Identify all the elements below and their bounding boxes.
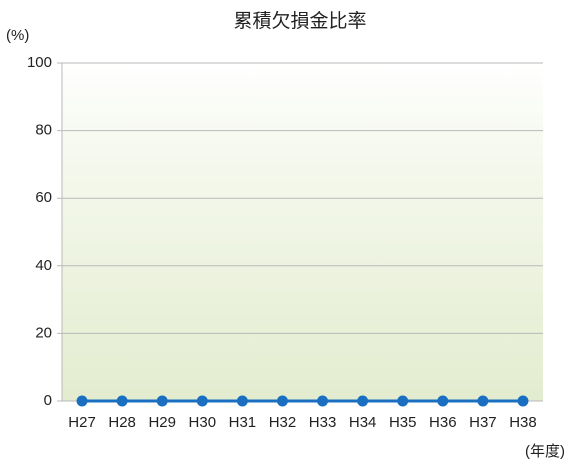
x-tick-label: H36 — [429, 414, 457, 431]
y-tick-label: 60 — [35, 189, 52, 206]
x-tick-label: H34 — [349, 414, 377, 431]
y-tick-label: 20 — [35, 324, 52, 341]
x-axis-label: (年度) — [525, 443, 565, 460]
y-axis-label: (%) — [6, 27, 29, 44]
point — [317, 395, 329, 407]
x-tick-label: H27 — [68, 414, 96, 431]
point — [517, 395, 529, 407]
point — [116, 395, 128, 407]
x-tick-label: H37 — [469, 414, 497, 431]
y-tick-label: 80 — [35, 122, 52, 139]
chart-title: 累積欠損金比率 — [233, 10, 366, 32]
point — [437, 395, 449, 407]
x-tick-label: H32 — [269, 414, 297, 431]
y-tick-label: 40 — [35, 257, 52, 274]
point — [477, 395, 489, 407]
point — [397, 395, 409, 407]
y-tick-label: 100 — [27, 54, 52, 71]
x-tick-label: H30 — [189, 414, 217, 431]
x-tick-label: H38 — [509, 414, 537, 431]
marks — [76, 395, 529, 407]
point — [357, 395, 369, 407]
point — [76, 395, 88, 407]
x-tick-label: H28 — [108, 414, 136, 431]
plot-area — [62, 63, 543, 401]
x-tick-label: H35 — [389, 414, 417, 431]
point — [236, 395, 248, 407]
point — [276, 395, 288, 407]
point — [156, 395, 168, 407]
x-tick-label: H33 — [309, 414, 337, 431]
x-tick-label: H31 — [229, 414, 257, 431]
y-tick-label: 0 — [44, 392, 52, 409]
x-tick-label: H29 — [148, 414, 176, 431]
point — [196, 395, 208, 407]
grid — [57, 62, 543, 402]
